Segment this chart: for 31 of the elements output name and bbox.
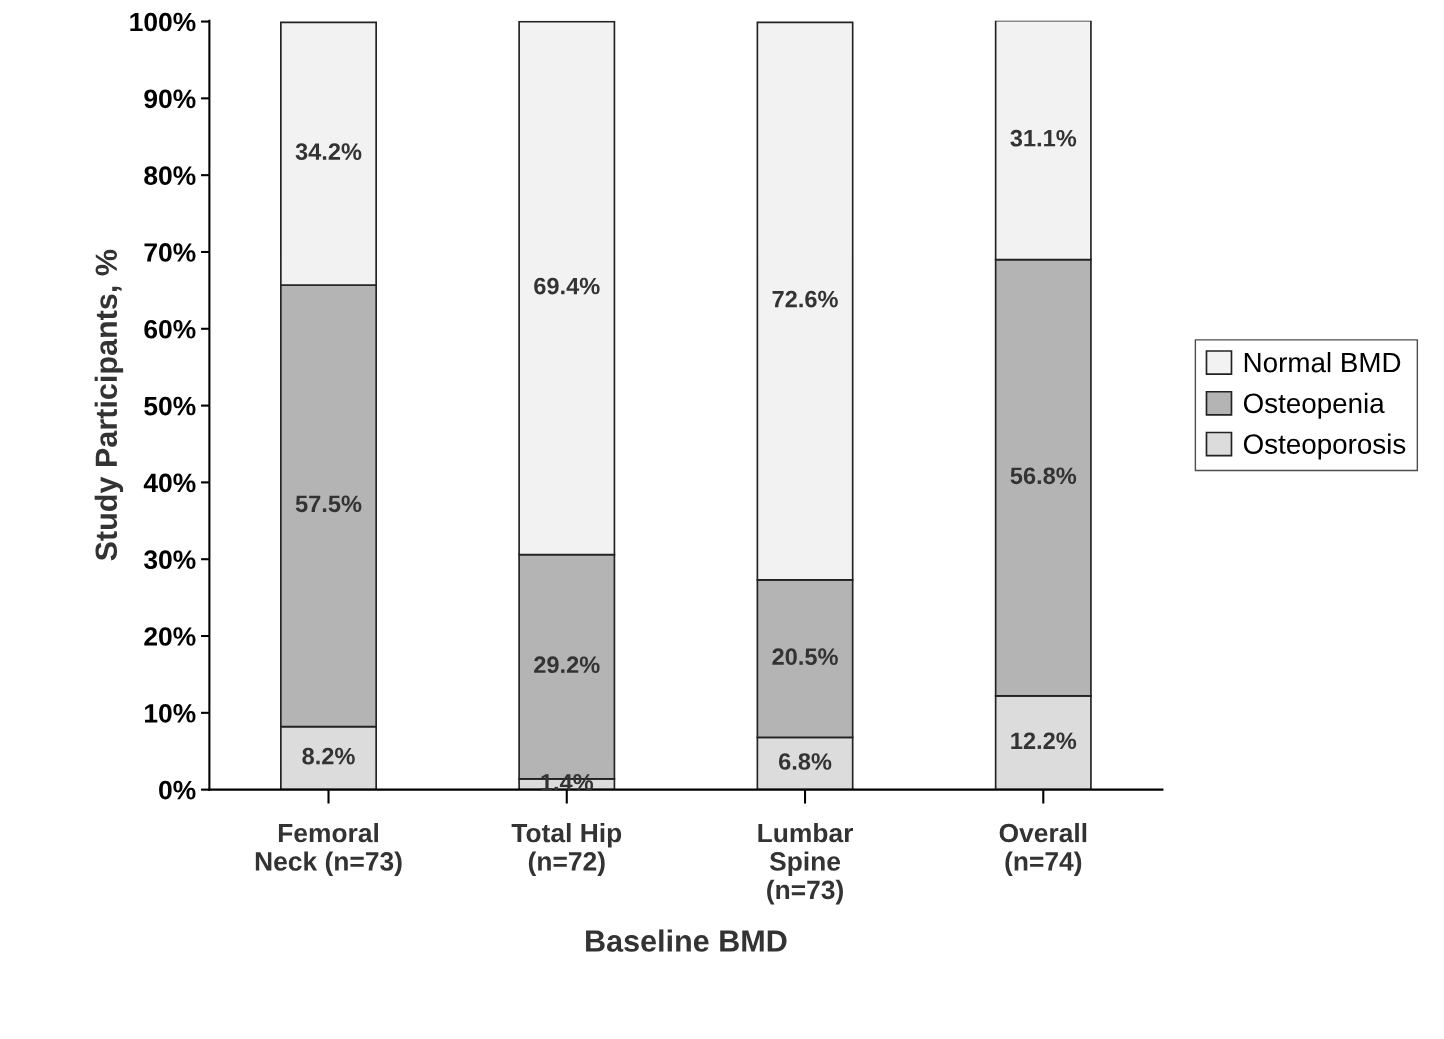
data-label: 6.8% <box>778 753 832 770</box>
y-tick-label: 10% <box>145 703 196 723</box>
y-tick-label: 50% <box>144 396 196 416</box>
x-tick-label: Overall (n=74) <box>999 822 1087 876</box>
x-tick-label: Femoral Neck (n=73) <box>255 822 402 876</box>
x-tick-label: Lumbar Spine (n=73) <box>758 822 854 905</box>
data-label: 69.4% <box>534 277 600 295</box>
data-label: 31.1% <box>1010 129 1077 147</box>
data-label: 57.5% <box>295 495 362 513</box>
data-label: 34.2% <box>295 143 362 161</box>
y-tick-label: 70% <box>144 243 196 262</box>
y-tick-label: 90% <box>144 89 196 109</box>
y-tick-label: 40% <box>143 473 196 493</box>
y-tick-label: 20% <box>144 627 196 646</box>
data-label: 20.5% <box>772 648 838 666</box>
y-tick-label: 30% <box>143 550 196 570</box>
y-tick-label: 100% <box>130 12 196 32</box>
legend-label: Normal BMD <box>1244 351 1401 373</box>
data-label: 72.6% <box>772 290 838 308</box>
y-axis-title: Study Participants, % <box>94 249 124 561</box>
data-label: 29.2% <box>534 656 600 674</box>
y-tick-label: 0% <box>159 780 196 800</box>
x-tick-label: Total Hip (n=72) <box>511 822 622 876</box>
legend-label: Osteopenia <box>1243 392 1385 419</box>
data-label: 12.2% <box>1011 732 1077 750</box>
data-label: 56.8% <box>1010 467 1077 485</box>
y-tick-label: 80% <box>144 166 196 185</box>
x-axis-title: Baseline BMD <box>586 929 787 952</box>
legend-label: Osteoporosis <box>1243 433 1406 460</box>
y-tick-label: 60% <box>144 319 196 339</box>
data-label: 8.2% <box>302 747 355 765</box>
